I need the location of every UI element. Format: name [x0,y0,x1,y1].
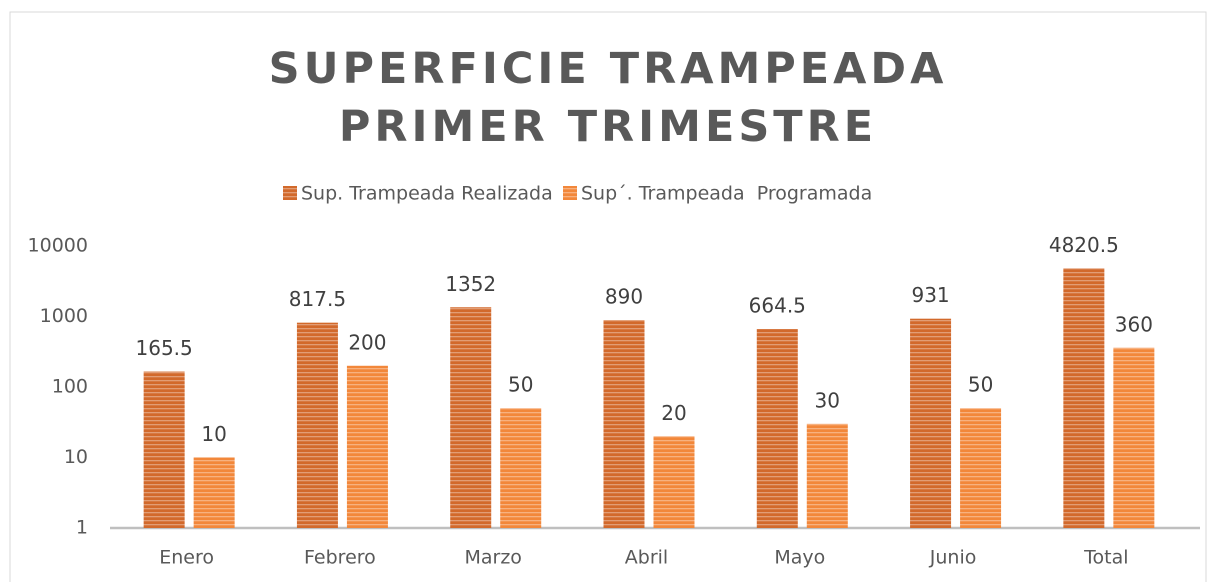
bar [960,408,1002,528]
chart-title: SUPERFICIE TRAMPEADA PRIMER TRIMESTRE [268,44,948,152]
bar [193,457,235,528]
bar [143,371,185,528]
bar [603,320,645,528]
y-tick-label: 10 [64,446,88,468]
bar [346,365,388,528]
data-label: 165.5 [136,336,193,360]
data-label: 817.5 [289,287,346,311]
y-tick-label: 10000 [28,235,88,257]
x-tick-label: Febrero [304,547,376,569]
x-tick-label: Junio [929,547,977,569]
data-label: 890 [605,285,643,309]
x-tick-label: Mayo [774,547,825,569]
bar [296,322,338,528]
bar [1113,347,1155,528]
data-label: 30 [815,388,840,412]
legend-swatch [563,186,577,200]
x-tick-label: Marzo [464,547,521,569]
y-tick-label: 100 [52,376,88,398]
data-label: 360 [1115,312,1153,336]
bar [756,329,798,528]
data-label: 4820.5 [1049,233,1119,257]
x-tick-label: Abril [625,547,668,569]
bar [806,423,848,528]
y-tick-label: 1000 [40,305,88,327]
data-label: 1352 [445,272,496,296]
bar [653,436,695,528]
bar [450,307,492,528]
data-label: 50 [968,373,993,397]
legend-swatch [283,186,297,200]
data-label: 20 [661,401,686,425]
legend-label: Sup´. Trampeada Programada [581,183,872,205]
x-tick-label: Total [1083,547,1128,569]
chart-border [9,11,1207,582]
data-label: 931 [911,283,949,307]
data-label: 50 [508,373,533,397]
y-tick-label: 1 [76,517,88,539]
x-tick-label: Enero [159,547,214,569]
bar [910,318,952,528]
data-label: 200 [348,330,386,354]
legend-label: Sup. Trampeada Realizada [301,183,553,205]
bar [500,408,542,528]
data-label: 10 [201,422,226,446]
data-label: 664.5 [749,294,806,318]
bar [1063,268,1105,528]
